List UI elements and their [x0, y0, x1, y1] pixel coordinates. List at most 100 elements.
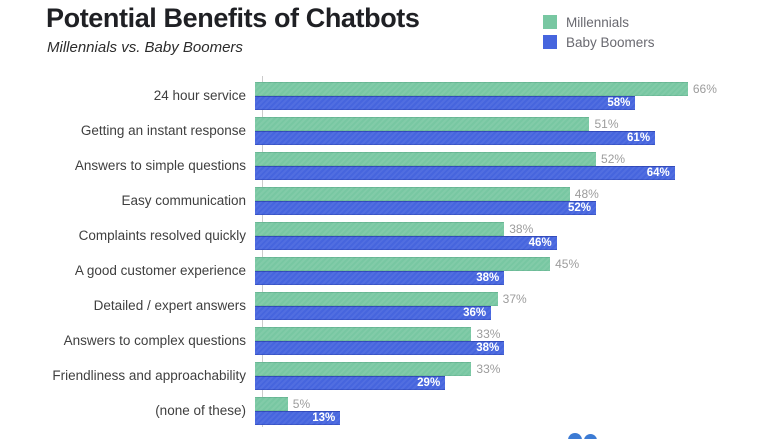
- boomers-bar: 13%: [255, 411, 341, 425]
- millennials-bar: [255, 362, 472, 376]
- category-row: Easy communication 48% 52%: [0, 187, 760, 215]
- millennials-value-label: 33%: [476, 362, 501, 376]
- bar-group: 51% 61%: [254, 117, 760, 145]
- category-label: A good customer experience: [74, 263, 246, 279]
- category-row: A good customer experience 45% 38%: [0, 257, 760, 285]
- bar-group: 38% 46%: [254, 222, 760, 250]
- millennials-bar-line: 48%: [255, 187, 760, 201]
- boomers-bar-line: 13%: [255, 411, 760, 425]
- millennials-bar: [255, 257, 551, 271]
- legend-item-baby-boomers: Baby Boomers: [543, 32, 655, 52]
- axis-line: [262, 76, 263, 427]
- category-row: Detailed / expert answers 37% 36%: [0, 292, 760, 320]
- legend: Millennials Baby Boomers: [543, 12, 655, 52]
- millennials-value-label: 37%: [502, 292, 527, 306]
- bar-group: 37% 36%: [254, 292, 760, 320]
- category-label: Answers to complex questions: [63, 333, 246, 349]
- page-title: Potential Benefits of Chatbots: [46, 3, 420, 33]
- millennials-bar: [255, 397, 288, 411]
- category-row: Friendliness and approachability 33% 29%: [0, 362, 760, 390]
- legend-label: Millennials: [566, 14, 630, 30]
- watermark-logo-partial-icon: [566, 433, 602, 439]
- millennials-value-label: 52%: [601, 152, 626, 166]
- category-label: 24 hour service: [153, 88, 246, 104]
- millennials-bar: [255, 327, 472, 341]
- boomers-bar: 46%: [255, 236, 557, 250]
- millennials-value-label: 66%: [692, 82, 717, 96]
- legend-label: Baby Boomers: [566, 34, 655, 50]
- category-row: Getting an instant response 51% 61%: [0, 117, 760, 145]
- boomers-bar-line: 46%: [255, 236, 760, 250]
- millennials-bar: [255, 82, 688, 96]
- chart-rows: 24 hour service 66% 58% Getting an instant …: [0, 76, 760, 427]
- boomers-bar-line: 29%: [255, 376, 760, 390]
- boomers-bar: 58%: [255, 96, 636, 110]
- millennials-value-label: 33%: [476, 327, 501, 341]
- bar-chart: 24 hour service 66% 58% Getting an instant …: [0, 76, 760, 427]
- boomers-bar-line: 38%: [255, 271, 760, 285]
- millennials-bar: [255, 187, 570, 201]
- millennials-bar: [255, 117, 590, 131]
- boomers-bar: 36%: [255, 306, 492, 320]
- boomers-bar: 38%: [255, 271, 505, 285]
- millennials-bar-line: 5%: [255, 397, 760, 411]
- millennials-value-label: 5%: [292, 397, 311, 411]
- boomers-bar: 64%: [255, 166, 675, 180]
- category-label: Complaints resolved quickly: [78, 228, 246, 244]
- boomers-value-label: 58%: [607, 97, 631, 109]
- boomers-bar: 52%: [255, 201, 597, 215]
- boomers-value-label: 52%: [568, 202, 592, 214]
- watermark-circle-icon: [584, 434, 597, 439]
- millennials-bar: [255, 292, 498, 306]
- bar-group: 52% 64%: [254, 152, 760, 180]
- millennials-bar-line: 38%: [255, 222, 760, 236]
- bar-group: 33% 38%: [254, 327, 760, 355]
- boomers-bar: 29%: [255, 376, 446, 390]
- page-subtitle: Millennials vs. Baby Boomers: [47, 39, 243, 56]
- millennials-value-label: 38%: [509, 222, 534, 236]
- boomers-value-label: 13%: [312, 412, 336, 424]
- category-label: Friendliness and approachability: [52, 368, 246, 384]
- boomers-value-label: 38%: [476, 272, 500, 284]
- boomers-bar: 38%: [255, 341, 505, 355]
- legend-item-millennials: Millennials: [543, 12, 655, 32]
- millennials-bar-line: 45%: [255, 257, 760, 271]
- millennials-bar: [255, 152, 597, 166]
- millennials-bar-line: 33%: [255, 327, 760, 341]
- category-row: Answers to simple questions 52% 64%: [0, 152, 760, 180]
- millennials-bar-line: 51%: [255, 117, 760, 131]
- millennials-bar-line: 37%: [255, 292, 760, 306]
- category-row: (none of these) 5% 13%: [0, 397, 760, 425]
- bar-group: 45% 38%: [254, 257, 760, 285]
- millennials-value-label: 51%: [594, 117, 619, 131]
- bar-group: 5% 13%: [254, 397, 760, 425]
- millennials-value-label: 45%: [555, 257, 580, 271]
- bar-group: 33% 29%: [254, 362, 760, 390]
- boomers-value-label: 46%: [528, 237, 552, 249]
- boomers-bar-line: 64%: [255, 166, 760, 180]
- category-label: (none of these): [155, 403, 246, 419]
- category-label: Answers to simple questions: [74, 158, 246, 174]
- boomers-bar-line: 61%: [255, 131, 760, 145]
- boomers-value-label: 38%: [476, 342, 500, 354]
- boomers-value-label: 64%: [646, 167, 670, 179]
- watermark-circle-icon: [568, 433, 582, 439]
- millennials-bar: [255, 222, 505, 236]
- category-label: Detailed / expert answers: [93, 298, 246, 314]
- category-row: Complaints resolved quickly 38% 46%: [0, 222, 760, 250]
- millennials-bar-line: 52%: [255, 152, 760, 166]
- boomers-bar-line: 38%: [255, 341, 760, 355]
- category-label: Getting an instant response: [80, 123, 246, 139]
- millennials-value-label: 48%: [574, 187, 599, 201]
- boomers-value-label: 36%: [463, 307, 487, 319]
- category-row: 24 hour service 66% 58%: [0, 82, 760, 110]
- boomers-bar: 61%: [255, 131, 656, 145]
- boomers-value-label: 29%: [417, 377, 441, 389]
- boomers-bar-line: 58%: [255, 96, 760, 110]
- bar-group: 48% 52%: [254, 187, 760, 215]
- category-label: Easy communication: [121, 193, 246, 209]
- boomers-value-label: 61%: [627, 132, 651, 144]
- boomers-bar-line: 36%: [255, 306, 760, 320]
- millennials-swatch-icon: [543, 15, 557, 29]
- millennials-bar-line: 66%: [255, 82, 760, 96]
